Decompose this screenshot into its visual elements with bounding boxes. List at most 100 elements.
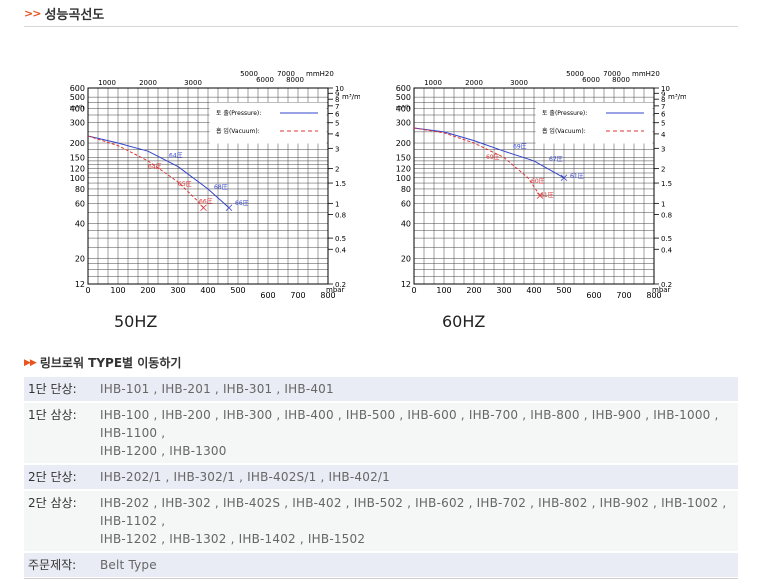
curve-annotation: 66圧 — [235, 200, 249, 207]
y-left-tick-label: 120 — [70, 165, 85, 174]
type-row-line[interactable]: Belt Type — [100, 558, 157, 572]
series-line — [87, 135, 230, 209]
bullet-icon: >> — [24, 7, 41, 20]
type-row-line[interactable]: IHB-1202 , IHB-1302 , IHB-1402 , IHB-150… — [100, 532, 366, 546]
divider — [24, 578, 738, 579]
x-bottom-tick-label: 400 — [526, 286, 541, 295]
x-bottom-tick-label: 300 — [496, 286, 511, 295]
y-right-unit: m³/min — [342, 93, 360, 101]
y-left-tick-label: 200 — [70, 139, 85, 148]
plot-frame — [413, 87, 655, 285]
y-left-tick-label: 20 — [75, 254, 85, 263]
type-row-models: IHB-101 , IHB-201 , IHB-301 , IHB-401 — [96, 377, 738, 402]
y-left-tick-label: 500 — [70, 93, 85, 102]
type-row-line[interactable]: IHB-100 , IHB-200 , IHB-300 , IHB-400 , … — [100, 408, 719, 440]
y-right-tick-label: 2 — [335, 166, 339, 174]
y-right-tick-label: 0.8 — [661, 212, 672, 220]
y-right-tick-label: 9 — [661, 90, 665, 98]
freq-label-60hz: 60HZ — [442, 312, 486, 331]
type-row-key: 2단 삼상: — [24, 490, 96, 552]
type-row-line[interactable]: IHB-202 , IHB-302 , IHB-402S , IHB-402 ,… — [100, 496, 727, 528]
x-bottom-tick-label: 0 — [85, 286, 90, 295]
x-top-tick-label: 2000 — [465, 79, 483, 87]
curve-annotation: 64圧 — [169, 152, 183, 159]
type-row-line[interactable]: IHB-1200 , IHB-1300 — [100, 444, 227, 458]
legend-label: 토 출(Pressure): — [542, 109, 587, 117]
x-bottom-tick-label: 700 — [290, 291, 305, 300]
y-left-tick-label: 20 — [401, 254, 411, 263]
divider — [24, 26, 738, 27]
x-bottom-tick-label: 200 — [140, 286, 155, 295]
y-left-tick-label: 300 — [396, 119, 411, 128]
x-bottom-tick-label: 100 — [110, 286, 125, 295]
x-top-tick-label: 5000 — [240, 70, 258, 78]
bullet-icon: ▶▶ — [24, 357, 37, 368]
freq-label-50hz: 50HZ — [114, 312, 158, 331]
type-row-line[interactable]: IHB-202/1 , IHB-302/1 , IHB-402S/1 , IHB… — [100, 470, 390, 484]
legend-label: 토 출(Pressure): — [216, 109, 261, 117]
x-top-tick-label: 2000 — [139, 79, 157, 87]
y-right-tick-label: 4 — [661, 131, 666, 139]
y-right-tick-label: 9 — [335, 90, 339, 98]
chart-legend: 토 출(Pressure): 흡 입(Vacuum): — [535, 102, 653, 144]
y-right-tick-label: 5 — [661, 120, 665, 128]
x-bottom-tick-label: 100 — [436, 286, 451, 295]
type-row-models: Belt Type — [96, 552, 738, 578]
chart-60hz-svg: 6005004003002001501201008060402012m³/h10… — [396, 70, 686, 300]
curve-annotation: 65圧 — [178, 181, 192, 188]
y-right-tick-label: 1 — [335, 200, 339, 208]
y-left-tick-label: 40 — [401, 220, 411, 229]
x-top-tick-label: 6000 — [582, 76, 600, 84]
legend-box — [209, 102, 327, 144]
y-left-tick-label: 400 — [70, 104, 85, 113]
y-right-tick-label: 3 — [661, 145, 665, 153]
x-bottom-tick-label: 0 — [411, 286, 416, 295]
type-row-models: IHB-202 , IHB-302 , IHB-402S , IHB-402 ,… — [96, 490, 738, 552]
y-left-tick-label: 150 — [70, 153, 85, 162]
type-row-key: 1단 단상: — [24, 377, 96, 402]
type-row: 1단 삼상: IHB-100 , IHB-200 , IHB-300 , IHB-… — [24, 402, 738, 464]
series-end-marker — [200, 204, 207, 212]
x-bottom-tick-label: 400 — [200, 286, 215, 295]
section-title-types: ▶▶ 링브로워 TYPE별 이동하기 — [24, 354, 181, 371]
y-right-tick-label: 0.4 — [335, 246, 347, 254]
y-right-tick-label: 0.2 — [335, 281, 346, 289]
curve-annotation: 69圧 — [486, 154, 500, 161]
y-right-tick-label: 7 — [661, 103, 665, 111]
x-top-unit: mmH20 — [306, 70, 334, 78]
y-right-tick-label: 5 — [335, 120, 339, 128]
curve-annotation: 61圧 — [540, 192, 554, 199]
y-right-tick-label: 3 — [335, 145, 339, 153]
y-left-tick-label: 80 — [401, 185, 411, 194]
curve-annotation: 68圧 — [214, 184, 228, 191]
x-bottom-tick-label: 500 — [230, 286, 245, 295]
chart-60hz: 600 500 400 300 200 150 120 100 80 60 40 20 12 m³/h 10… — [386, 64, 686, 304]
y-right-tick-label: 0.8 — [335, 212, 346, 220]
y-right-tick-label: 1.5 — [661, 180, 672, 188]
type-row-key: 주문제작: — [24, 552, 96, 578]
chart-50hz-svg: 6005004003002001501201008060402012m³/h10… — [70, 70, 360, 300]
series-end-marker — [536, 192, 544, 199]
curve-annotation: 60圧 — [531, 178, 545, 185]
legend-label: 흡 입(Vacuum): — [216, 127, 260, 135]
x-bottom-unit: mbar — [326, 286, 345, 294]
series-line — [413, 127, 541, 196]
x-bottom-tick-label: 300 — [170, 286, 185, 295]
y-left-tick-label: 60 — [75, 199, 85, 208]
y-left-tick-label: 600 — [70, 84, 85, 93]
series-line — [413, 127, 565, 179]
type-row-line[interactable]: IHB-101 , IHB-201 , IHB-301 , IHB-401 — [100, 382, 334, 396]
curve-annotation: 64圧 — [148, 164, 162, 171]
x-bottom-tick-label: 800 — [646, 291, 661, 300]
y-left-unit: m³/h — [70, 104, 84, 111]
x-top-tick-label: 3000 — [510, 79, 528, 87]
x-top-tick-label: 5000 — [566, 70, 584, 78]
y-right-tick-label: 0.5 — [335, 235, 346, 243]
y-left-tick-label: 100 — [70, 174, 85, 183]
y-right-tick-label: 6 — [661, 111, 666, 119]
y-right-tick-label: 1 — [661, 200, 665, 208]
y-right-tick-label: 7 — [335, 103, 339, 111]
x-top-tick-label: 1000 — [424, 79, 442, 87]
x-bottom-unit: mbar — [652, 286, 671, 294]
type-row: 주문제작: Belt Type — [24, 552, 738, 578]
